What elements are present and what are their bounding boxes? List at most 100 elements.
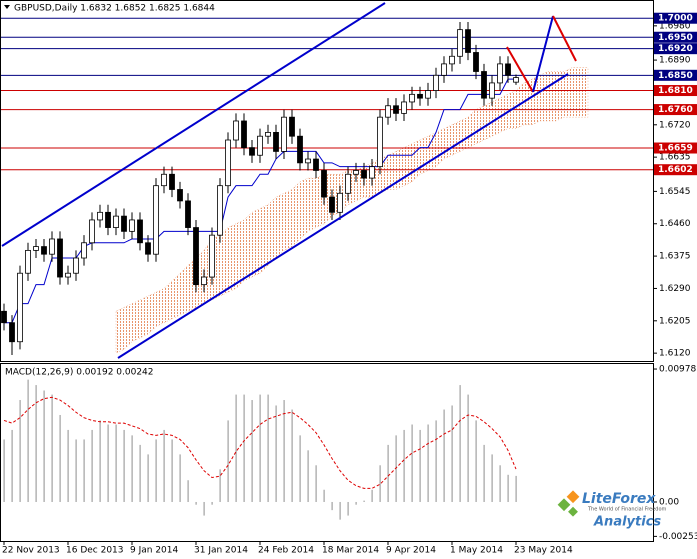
level-label: 1.6850 [658,71,693,81]
macd-bar [467,394,469,502]
y-tick-label: 0.00978 [659,365,696,375]
candle-body [121,215,127,232]
level-label-box [654,12,697,24]
y-tick-label: 1.6635 [659,153,691,163]
macd-bar [43,390,45,502]
macd-bar [275,405,277,502]
candle-body [145,242,151,255]
candle-body [33,246,39,251]
candle-body [425,90,431,99]
macd-bar [443,409,445,502]
candle-body [441,63,447,76]
macd-bar [211,501,213,505]
candle-body [401,101,407,114]
macd-bar [291,409,293,502]
macd-bar [179,454,181,502]
x-tick-label: 24 Feb 2014 [258,546,314,556]
candle-body [305,158,311,164]
candle-body [393,105,399,114]
candle-body [465,29,471,53]
macd-bar [387,444,389,502]
macd-bar [27,379,29,502]
y-tick-label: 0.00 [659,497,679,507]
candle-body [377,116,383,168]
x-tick-label: 23 May 2014 [514,546,573,556]
candle-body [97,211,103,221]
level-label-box [654,69,697,81]
macd-bar [203,501,205,516]
level-label: 1.6810 [658,86,693,96]
candle-body [113,215,119,228]
macd-bar [483,444,485,502]
x-tick-label: 9 Apr 2014 [386,546,436,556]
macd-bar [75,439,77,502]
trend-line [117,73,569,359]
candle-body [321,170,327,198]
signal-line [3,396,517,489]
candle-body [81,242,87,259]
candle-body [345,173,351,194]
candle-body [513,77,519,83]
candle-body [457,29,463,57]
candle-body [225,139,231,187]
candle-body [265,132,271,137]
y-tick-label: 1.6205 [659,316,691,326]
candle-body [481,71,487,99]
candle-body [329,196,335,213]
candle-body [337,192,343,213]
candle-body [249,147,255,156]
macd-bar [435,420,437,502]
macd-bar [67,429,69,502]
x-tick-label: 9 Jan 2014 [130,546,178,556]
macd-bar [83,439,85,502]
candle-body [169,173,175,190]
trend-line [1,2,386,247]
macd-bar [347,501,349,516]
y-tick-label: 1.6980 [659,21,691,31]
macd-bar [299,435,301,502]
macd-bar [419,429,421,502]
macd-bar [139,444,141,502]
candle-body [289,116,295,137]
macd-bar [107,424,109,502]
logo-icon [568,506,578,517]
macd-bar [219,469,221,502]
macd-bar [499,465,501,502]
macd-bar [195,501,197,505]
y-tick-label: 1.6545 [659,187,691,197]
level-label: 1.6950 [658,33,693,43]
chart-title: GBPUSD,Daily 1.6832 1.6852 1.6825 1.6844 [14,4,215,14]
logo-brand: LiteForex [582,491,656,507]
macd-bar [451,405,453,502]
candle-body [49,238,55,255]
macd-bar [411,424,413,502]
macd-bar [459,385,461,502]
macd-frame [0,363,654,542]
level-label-box [654,31,697,43]
candle-body [385,105,391,118]
macd-bar [315,465,317,502]
macd-bar [3,439,5,502]
macd-bar [395,435,397,502]
candle-body [353,170,359,175]
y-tick-label: 1.6720 [659,120,691,130]
macd-bar [19,400,21,502]
macd-bar [283,400,285,502]
logo-tagline: The World of Financial Freedom [587,507,667,513]
candle-body [185,200,191,228]
candle-body [313,158,319,171]
candle-body [489,82,495,99]
candle-body [233,120,239,141]
candle-body [497,63,503,84]
candle-body [361,170,367,179]
level-label: 1.6760 [658,105,693,115]
y-tick-label: 1.6290 [659,284,691,294]
x-tick-label: 22 Nov 2013 [2,546,60,556]
level-label-box [654,85,697,97]
level-label: 1.6659 [658,144,693,154]
menu-arrow [4,5,10,9]
macd-bar [35,385,37,502]
projection-line [506,46,534,93]
macd-bar [171,439,173,502]
